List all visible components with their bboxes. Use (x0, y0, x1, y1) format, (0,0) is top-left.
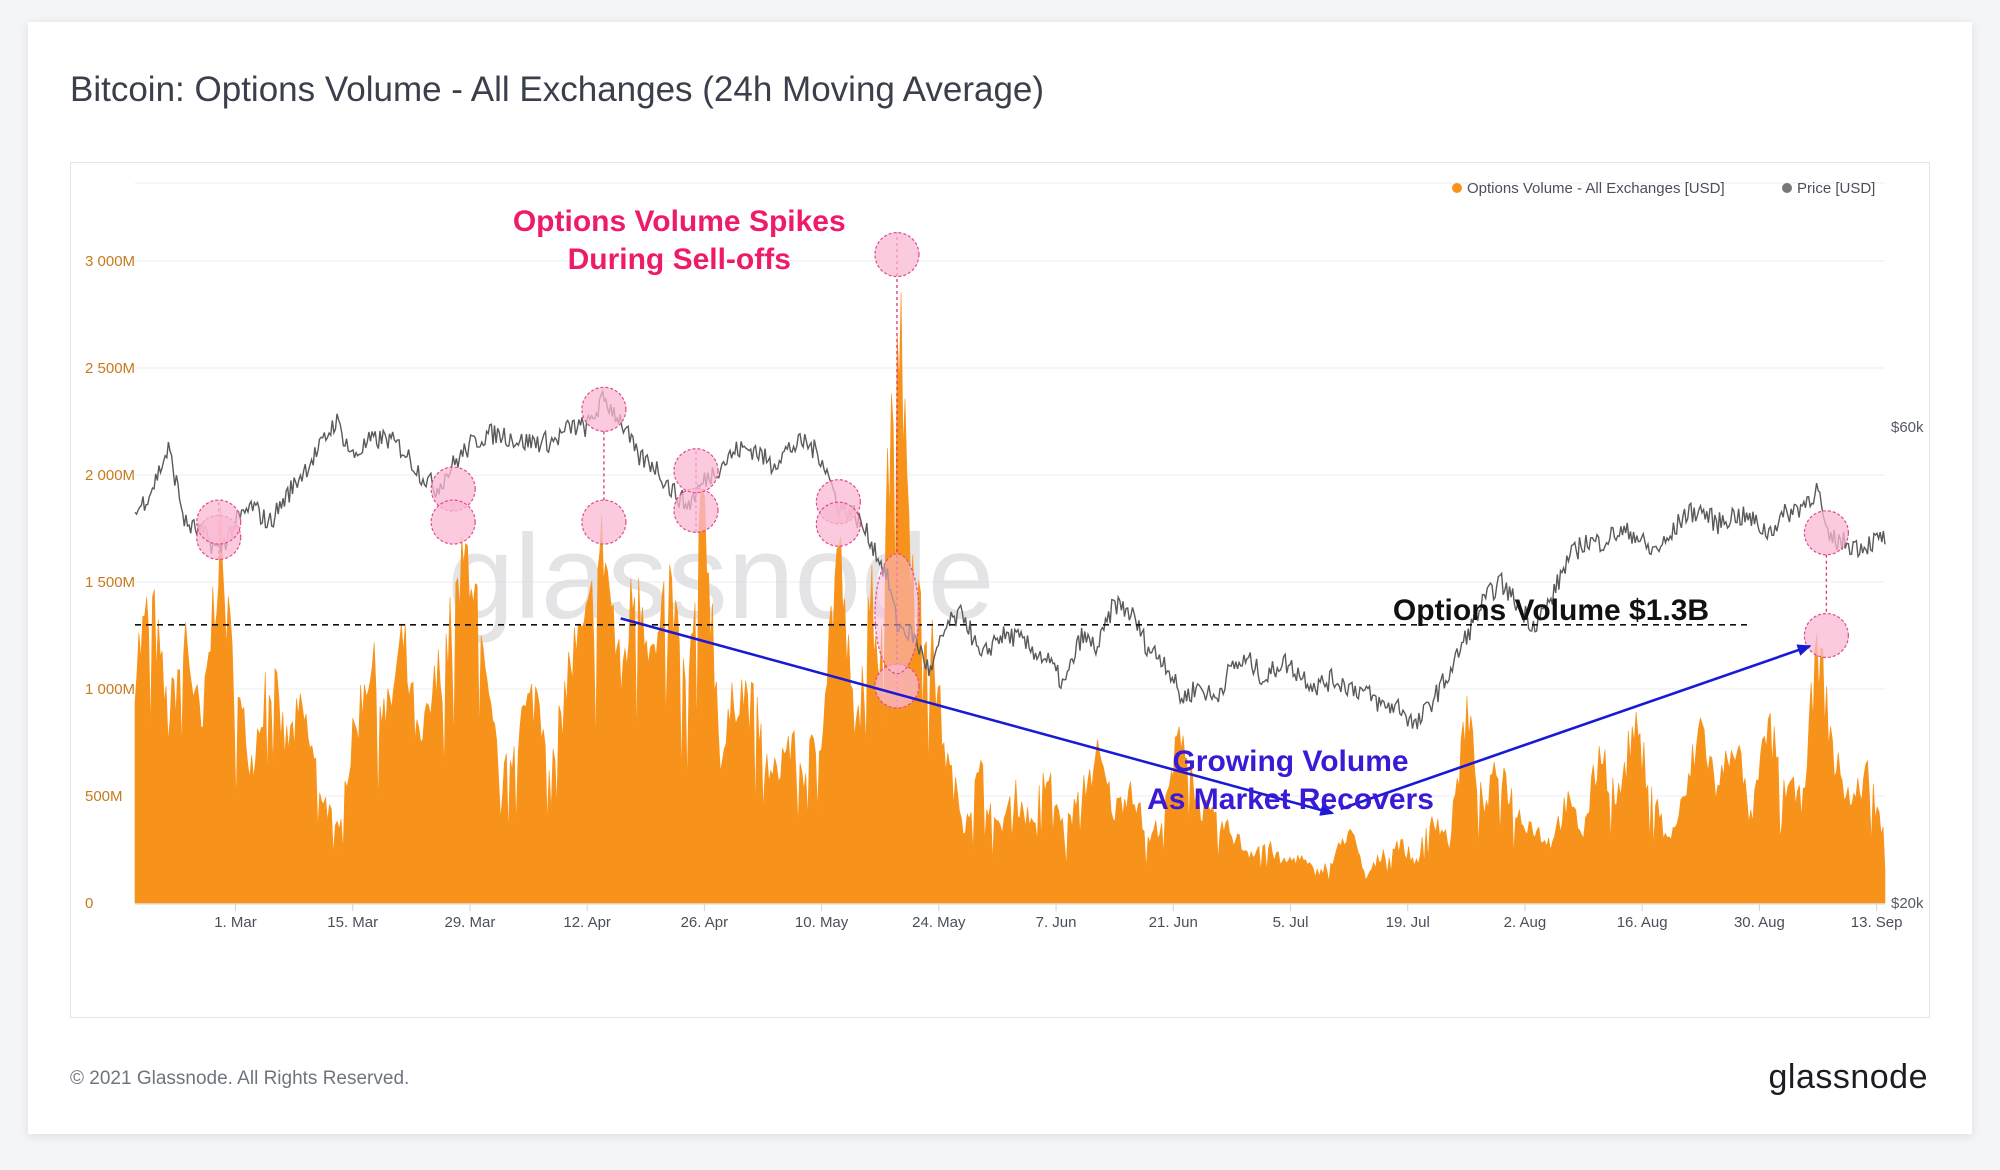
x-tick-6: 24. May (912, 914, 966, 931)
volume-series (134, 292, 1886, 904)
x-tick-14: 13. Sep (1851, 914, 1903, 931)
volume-marker-0 (196, 499, 242, 545)
x-tick-12: 16. Aug (1617, 914, 1668, 931)
y-left-tick-1: 500M (85, 788, 123, 805)
chart-title: Bitcoin: Options Volume - All Exchanges … (70, 70, 1045, 109)
y-left-tick-6: 3 000M (85, 253, 135, 270)
axes: 0 500M 1 000M 1 500M 2 000M 2 500M 3 000M $20k $… (85, 253, 1924, 931)
plot-frame: glassnode Options Volume $1.3B 0 500M 1 00… (70, 162, 1930, 1018)
annotation-growing-line-1: As Market Recovers (1147, 783, 1434, 816)
volume-marker-6 (1803, 612, 1849, 659)
x-tick-2: 29. Mar (444, 914, 495, 931)
volume-marker-1 (430, 499, 476, 545)
y-left-tick-5: 2 500M (85, 360, 135, 377)
highlight-markers (196, 231, 1849, 709)
brand-logo: glassnode (1768, 1058, 1928, 1096)
y-right-tick-1: $60k (1891, 419, 1924, 436)
y-left-tick-0: 0 (85, 895, 93, 912)
footer-copyright: © 2021 Glassnode. All Rights Reserved. (70, 1068, 410, 1089)
x-tick-5: 10. May (795, 914, 849, 931)
x-tick-4: 26. Apr (681, 914, 729, 931)
x-tick-11: 2. Aug (1504, 914, 1547, 931)
annotation-spikes-line-0: Options Volume Spikes (513, 205, 846, 238)
legend-label-1: Price [USD] (1797, 180, 1875, 197)
y-left-tick-3: 1 500M (85, 574, 135, 591)
volume-marker-5 (874, 231, 920, 278)
y-left-tick-2: 1 000M (85, 681, 135, 698)
volume-marker-3 (673, 448, 719, 494)
volume-area (134, 292, 1886, 904)
x-tick-1: 15. Mar (327, 914, 378, 931)
legend-swatch-0 (1452, 183, 1462, 193)
x-tick-8: 21. Jun (1149, 914, 1198, 931)
price-marker-1 (430, 466, 476, 512)
annotations: Options Volume Spikes During Sell-offs Gro… (513, 205, 1434, 816)
annotation-growing-line-0: Growing Volume (1172, 745, 1408, 778)
price-series (134, 389, 1886, 730)
legend-swatch-1 (1782, 183, 1792, 193)
volume-marker-2 (581, 499, 627, 545)
annotation-spikes-line-1: During Sell-offs (568, 243, 791, 276)
x-tick-9: 5. Jul (1273, 914, 1309, 931)
legend[interactable]: Options Volume - All Exchanges [USD] Pric… (1452, 180, 1875, 197)
reference-line-label: Options Volume $1.3B (1393, 594, 1709, 627)
price-marker-3 (673, 487, 719, 533)
legend-item-1[interactable]: Price [USD] (1782, 180, 1875, 197)
gridlines (135, 182, 1885, 797)
x-tick-13: 30. Aug (1734, 914, 1785, 931)
x-tick-10: 19. Jul (1386, 914, 1430, 931)
y-left-tick-4: 2 000M (85, 467, 135, 484)
price-marker-6 (1803, 510, 1849, 556)
price-marker-2 (581, 386, 627, 432)
x-tick-7: 7. Jun (1036, 914, 1077, 931)
trend-arrow-1 (1340, 644, 1812, 811)
y-right-tick-0: $20k (1891, 895, 1924, 912)
volume-marker-4 (815, 501, 861, 547)
chart-card: Bitcoin: Options Volume - All Exchanges … (28, 22, 1972, 1134)
price-line (134, 389, 1886, 730)
x-tick-3: 12. Apr (563, 914, 611, 931)
trend-arrow-0 (620, 617, 1335, 816)
reference-line-group: Options Volume $1.3B (135, 594, 1751, 627)
trend-arrows (620, 617, 1812, 816)
legend-label-0: Options Volume - All Exchanges [USD] (1467, 180, 1725, 197)
price-marker-crash (874, 553, 920, 675)
x-tick-0: 1. Mar (214, 914, 257, 931)
legend-item-0[interactable]: Options Volume - All Exchanges [USD] (1452, 180, 1725, 197)
